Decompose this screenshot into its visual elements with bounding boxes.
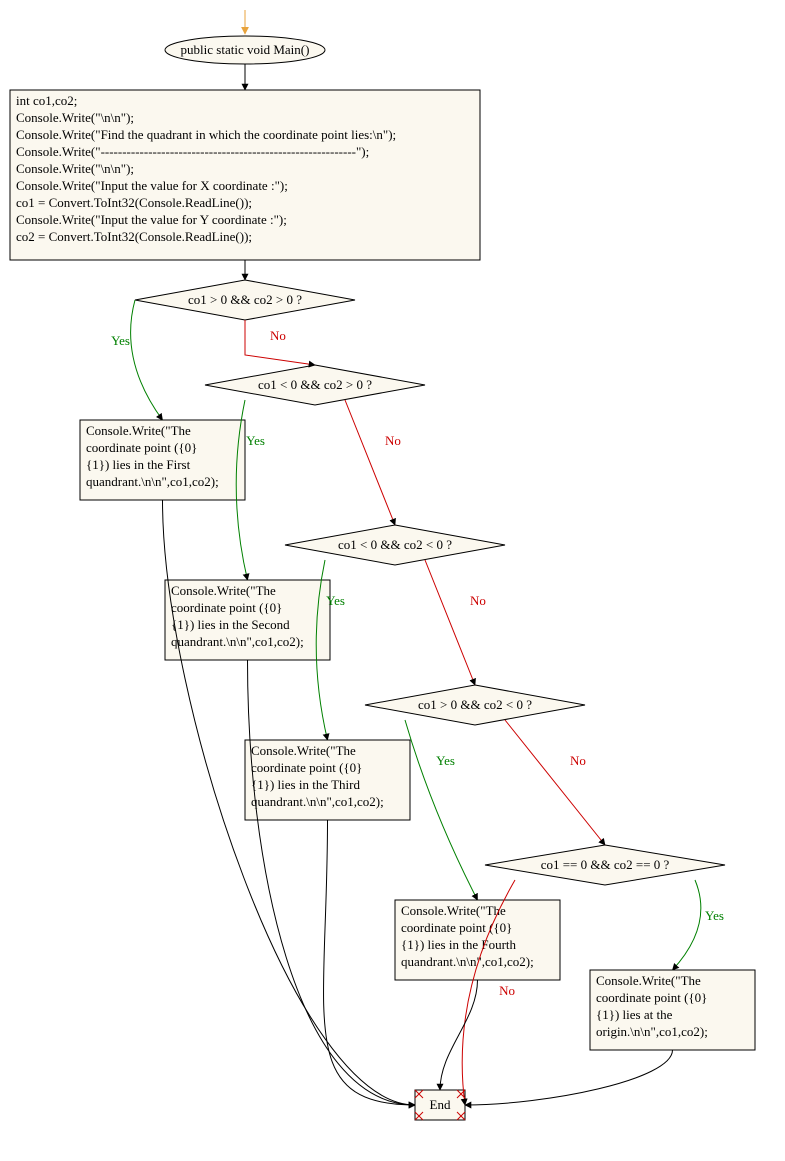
edge bbox=[131, 300, 163, 420]
svg-text:Console.Write("\n\n");: Console.Write("\n\n"); bbox=[16, 161, 134, 176]
svg-text:End: End bbox=[430, 1097, 451, 1112]
svg-text:co1 == 0 && co2 == 0 ?: co1 == 0 && co2 == 0 ? bbox=[541, 857, 670, 872]
edge bbox=[425, 560, 475, 685]
svg-text:Yes: Yes bbox=[246, 433, 265, 448]
svg-text:Console.Write("Find the quadra: Console.Write("Find the quadrant in whic… bbox=[16, 127, 396, 142]
svg-text:{1}) lies at the: {1}) lies at the bbox=[596, 1007, 673, 1022]
svg-text:No: No bbox=[270, 328, 286, 343]
svg-text:co1 > 0 && co2 > 0 ?: co1 > 0 && co2 > 0 ? bbox=[188, 292, 302, 307]
svg-text:Console.Write("The: Console.Write("The bbox=[171, 583, 276, 598]
edge bbox=[248, 660, 416, 1105]
svg-text:int co1,co2;: int co1,co2; bbox=[16, 93, 77, 108]
edge bbox=[440, 980, 478, 1090]
svg-text:No: No bbox=[499, 983, 515, 998]
svg-text:co1 > 0 && co2 < 0 ?: co1 > 0 && co2 < 0 ? bbox=[418, 697, 532, 712]
svg-text:Yes: Yes bbox=[705, 908, 724, 923]
svg-text:Console.Write("Input the value: Console.Write("Input the value for X coo… bbox=[16, 178, 288, 193]
end-node: End bbox=[415, 1090, 465, 1120]
svg-text:Console.Write("The: Console.Write("The bbox=[251, 743, 356, 758]
svg-text:co1 < 0 && co2 > 0 ?: co1 < 0 && co2 > 0 ? bbox=[258, 377, 372, 392]
svg-text:Console.Write("The: Console.Write("The bbox=[596, 973, 701, 988]
edge bbox=[673, 880, 701, 970]
svg-text:Yes: Yes bbox=[326, 593, 345, 608]
svg-text:Console.Write("---------------: Console.Write("-------------------------… bbox=[16, 144, 369, 159]
svg-text:Yes: Yes bbox=[111, 333, 130, 348]
svg-text:{1}) lies in the Third: {1}) lies in the Third bbox=[251, 777, 361, 792]
svg-text:public static void Main(): public static void Main() bbox=[181, 42, 310, 57]
edge bbox=[465, 1050, 673, 1105]
edge bbox=[405, 720, 478, 900]
flowchart: public static void Main() int co1,co2; Con… bbox=[0, 0, 785, 1161]
svg-text:No: No bbox=[385, 433, 401, 448]
svg-text:coordinate point ({0}: coordinate point ({0} bbox=[596, 990, 707, 1005]
svg-text:quandrant.\n\n",co1,co2);: quandrant.\n\n",co1,co2); bbox=[171, 634, 304, 649]
svg-text:origin.\n\n",co1,co2);: origin.\n\n",co1,co2); bbox=[596, 1024, 708, 1039]
svg-text:quandrant.\n\n",co1,co2);: quandrant.\n\n",co1,co2); bbox=[401, 954, 534, 969]
edge bbox=[505, 720, 605, 845]
svg-text:No: No bbox=[470, 593, 486, 608]
svg-text:Console.Write("\n\n");: Console.Write("\n\n"); bbox=[16, 110, 134, 125]
svg-text:{1}) lies in the Fourth: {1}) lies in the Fourth bbox=[401, 937, 517, 952]
svg-text:{1}) lies in the Second: {1}) lies in the Second bbox=[171, 617, 290, 632]
svg-text:co1 < 0 && co2 < 0 ?: co1 < 0 && co2 < 0 ? bbox=[338, 537, 452, 552]
svg-text:coordinate point ({0}: coordinate point ({0} bbox=[86, 440, 197, 455]
svg-text:coordinate point ({0}: coordinate point ({0} bbox=[401, 920, 512, 935]
svg-text:coordinate point ({0}: coordinate point ({0} bbox=[171, 600, 282, 615]
svg-text:{1}) lies in the First: {1}) lies in the First bbox=[86, 457, 191, 472]
svg-text:coordinate point ({0}: coordinate point ({0} bbox=[251, 760, 362, 775]
svg-text:No: No bbox=[570, 753, 586, 768]
svg-text:Yes: Yes bbox=[436, 753, 455, 768]
svg-text:Console.Write("Input the value: Console.Write("Input the value for Y coo… bbox=[16, 212, 287, 227]
svg-text:Console.Write("The: Console.Write("The bbox=[401, 903, 506, 918]
svg-text:quandrant.\n\n",co1,co2);: quandrant.\n\n",co1,co2); bbox=[86, 474, 219, 489]
edge bbox=[345, 400, 395, 525]
svg-text:co2 = Convert.ToInt32(Console.: co2 = Convert.ToInt32(Console.ReadLine()… bbox=[16, 229, 252, 244]
svg-text:quandrant.\n\n",co1,co2);: quandrant.\n\n",co1,co2); bbox=[251, 794, 384, 809]
svg-text:co1 = Convert.ToInt32(Console.: co1 = Convert.ToInt32(Console.ReadLine()… bbox=[16, 195, 252, 210]
svg-text:Console.Write("The: Console.Write("The bbox=[86, 423, 191, 438]
